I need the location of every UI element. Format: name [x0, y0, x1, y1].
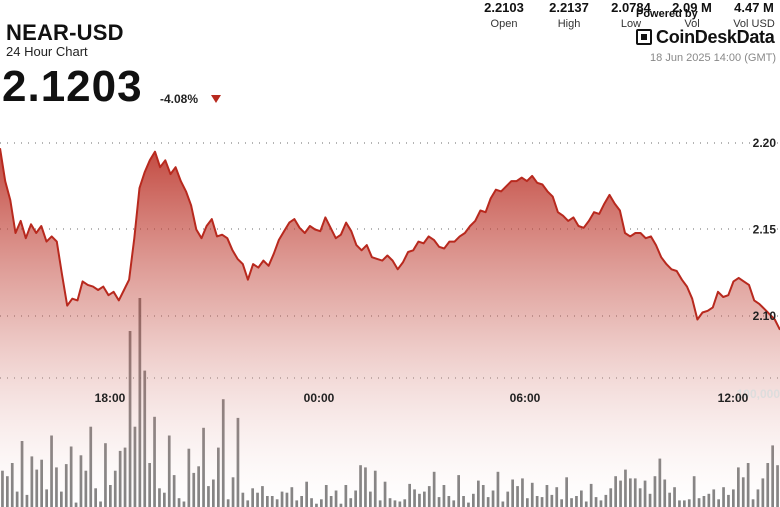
stat-label: Vol USD [733, 18, 775, 30]
timestamp: 18 Jun 2025 14:00 (GMT) [650, 52, 776, 64]
stat-vol: 2.09 M Vol [667, 0, 717, 30]
y-tick-label: 2.10 [753, 309, 777, 323]
stat-value: 4.47 M [734, 0, 774, 15]
brand-logo[interactable]: CoinDeskData [636, 26, 775, 48]
y-tick-label: 2.15 [753, 223, 777, 237]
x-tick-label: 06:00 [510, 391, 541, 405]
stat-open: 2.2103 Open [479, 0, 529, 30]
coindesk-logo-icon [636, 29, 652, 45]
y-tick-label: 2.20 [753, 136, 777, 150]
stat-label: Open [490, 18, 518, 30]
pair-title: NEAR-USD [6, 20, 124, 45]
x-tick-label: 12:00 [718, 391, 749, 405]
stat-label: Low [620, 18, 642, 30]
stat-high: 2.2137 High [543, 0, 595, 30]
volume-scale-label: 100,000 [737, 387, 780, 401]
stat-value: 2.0784 [611, 0, 651, 15]
stat-low: 2.0784 Low [605, 0, 657, 30]
price-area-fill [0, 148, 780, 507]
down-arrow-icon [211, 95, 221, 103]
x-tick-label: 00:00 [304, 391, 335, 405]
stat-label: Vol [684, 18, 700, 30]
brand-name: CoinDeskData [656, 26, 775, 47]
stat-vol-usd: 4.47 M Vol USD [728, 0, 780, 30]
powered-by-label: Powered by [636, 8, 698, 20]
x-axis-ticks: 18:00 00:00 06:00 12:00 [95, 391, 749, 405]
price-change: -4.08% [160, 92, 199, 106]
stat-value: 2.2137 [549, 0, 589, 15]
x-tick-label: 18:00 [95, 391, 126, 405]
chart-subtitle: 24 Hour Chart [6, 44, 88, 59]
y-axis-ticks: 2.20 2.15 2.10 100,000 [737, 136, 780, 401]
stat-value: 2.09 M [672, 0, 712, 15]
stat-label: High [557, 18, 581, 30]
chart-header: NEAR-USD 24 Hour Chart 2.1203 -4.08% Pow… [0, 0, 780, 130]
stat-value: 2.2103 [484, 0, 524, 15]
current-price: 2.1203 [2, 62, 143, 111]
price-line [0, 148, 780, 331]
